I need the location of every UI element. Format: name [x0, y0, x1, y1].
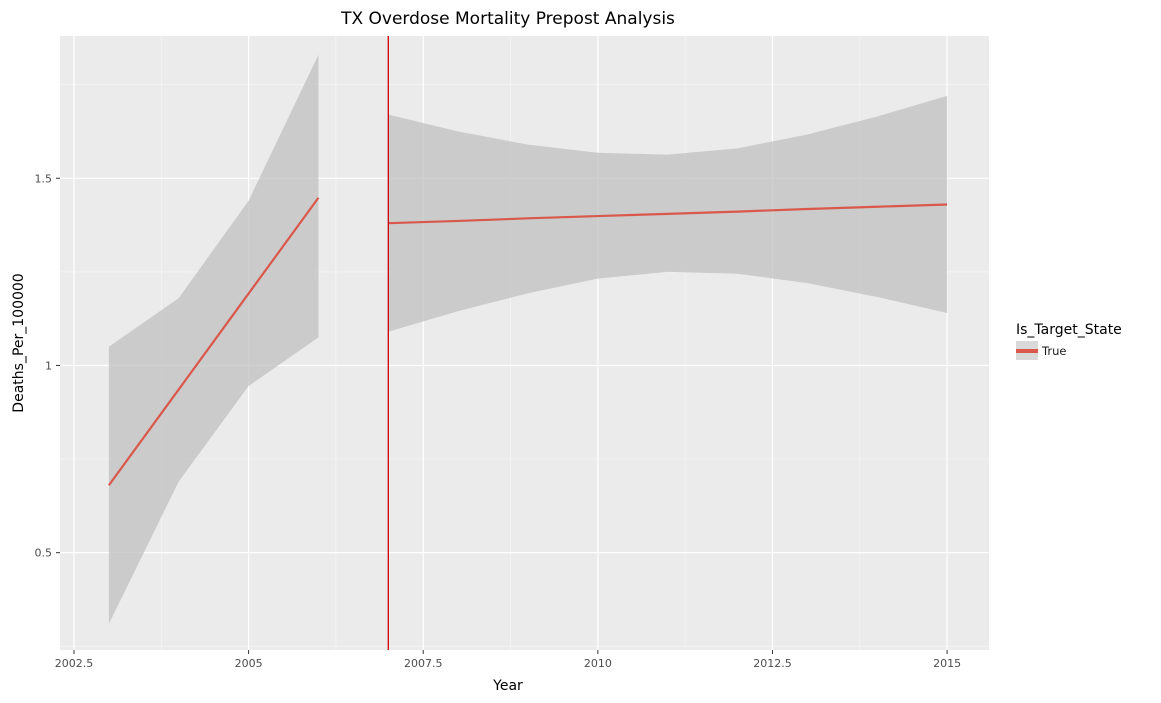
y-axis-label: Deaths_Per_100000: [11, 273, 27, 412]
x-tick-label: 2010: [584, 657, 612, 670]
x-tick-label: 2005: [235, 657, 263, 670]
y-tick-label: 1: [45, 359, 52, 372]
x-tick-label: 2002.5: [55, 657, 94, 670]
x-tick-label: 2007.5: [404, 657, 443, 670]
y-axis-ticks: 0.5 1 1.5: [35, 172, 60, 560]
x-tick-label: 2015: [933, 657, 961, 670]
y-tick-label: 0.5: [35, 547, 53, 560]
x-axis-label: Year: [492, 678, 523, 694]
confidence-ribbon-pre: [108, 54, 319, 624]
chart-title: TX Overdose Mortality Prepost Analysis: [340, 9, 675, 29]
trend-line-post: [388, 203, 948, 225]
legend-title: Is_Target_State: [1016, 322, 1122, 338]
trend-line-pre: [108, 197, 320, 486]
x-axis-ticks: 2002.5 2005 2007.5 2010 2012.5 2015: [55, 650, 961, 670]
x-tick-label: 2012.5: [753, 657, 792, 670]
legend-label-true: True: [1041, 344, 1066, 358]
y-tick-label: 1.5: [35, 172, 53, 185]
trend-lines: [108, 197, 948, 486]
legend: Is_Target_State True: [1016, 322, 1122, 360]
